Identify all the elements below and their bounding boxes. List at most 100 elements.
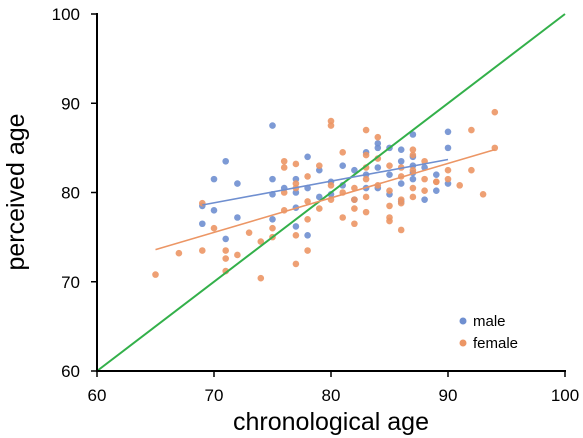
male-point [234,214,241,221]
female-point [152,271,159,278]
female-point [444,166,452,174]
female-point [327,122,335,129]
male-point [199,220,206,228]
male-point [433,171,440,178]
y-axis-ticks: 60 70 80 90 100 [52,5,97,381]
female-point [210,224,218,232]
female-point [304,173,311,180]
female-point [280,157,288,165]
x-axis-title: chronological age [233,408,429,436]
female-point [316,205,323,212]
male-point [409,131,417,138]
female-point [386,217,393,225]
male-trend-line [202,158,449,206]
legend-label-male: male [473,313,506,330]
female-trend-line [155,148,496,251]
female-point [386,162,393,170]
female-point [362,126,370,134]
male-point [409,175,417,183]
female-point [409,193,417,201]
x-axis-ticks: 60 70 80 90 100 [88,371,579,405]
female-point [245,229,253,236]
female-point [362,151,370,159]
legend-marker-male [459,317,467,325]
female-point [339,149,347,156]
male-point [386,171,393,178]
male-point [269,175,276,183]
male-point [269,122,276,129]
female-point [304,247,311,254]
male-point [374,164,382,171]
male-point [292,223,300,230]
female-point [362,208,370,216]
male-point [304,153,311,161]
male-point [234,180,241,187]
female-point [257,274,265,282]
male-point [397,157,405,165]
female-point [351,205,358,212]
female-point [433,178,440,186]
male-point [316,193,323,201]
x-tick-label: 80 [322,386,341,405]
x-tick-label: 60 [88,386,107,405]
female-point [292,232,300,239]
x-tick-label: 90 [439,386,458,405]
female-point [351,184,358,192]
female-point [351,196,358,203]
female-point [397,226,405,234]
female-point [362,175,370,183]
x-tick-label: 100 [551,386,579,405]
male-point [397,180,405,187]
female-point [280,164,288,171]
legend: male female [459,313,518,352]
male-point [210,207,218,214]
y-tick-label: 70 [61,273,80,292]
female-point [292,160,300,168]
female-point [386,187,393,195]
female-point [491,108,499,116]
male-point [222,235,229,243]
series-female-points [152,108,499,282]
female-point [468,126,475,134]
male-point [444,128,452,136]
female-point [421,187,428,195]
female-point [409,146,417,153]
y-tick-label: 90 [61,94,80,113]
female-point [479,190,487,198]
female-point [304,215,311,223]
male-point [421,196,428,203]
identity-reference-line [96,13,566,372]
female-point [456,182,464,189]
male-point [210,175,218,183]
female-point [409,184,417,192]
y-axis-title: perceived age [2,113,30,270]
female-point [362,193,370,201]
male-point [433,187,440,195]
legend-label-female: female [473,335,518,352]
female-point [397,199,405,207]
female-point [409,151,417,159]
male-point [222,157,229,165]
female-point [222,247,229,254]
female-point [175,249,183,257]
female-point [257,238,265,245]
y-tick-label: 100 [52,5,80,24]
x-tick-label: 70 [205,386,224,405]
legend-marker-female [459,339,467,347]
male-point [374,144,382,152]
y-tick-label: 80 [61,184,80,203]
plot-area [96,13,566,372]
female-point [374,133,382,141]
female-point [316,162,323,170]
female-point [222,255,229,262]
female-point [351,220,358,228]
female-point [409,166,417,174]
female-point [327,182,335,189]
female-point [421,175,428,183]
female-point [339,214,347,221]
female-point [292,260,300,268]
female-point [386,202,393,210]
male-point [304,232,311,239]
male-point [351,166,358,174]
